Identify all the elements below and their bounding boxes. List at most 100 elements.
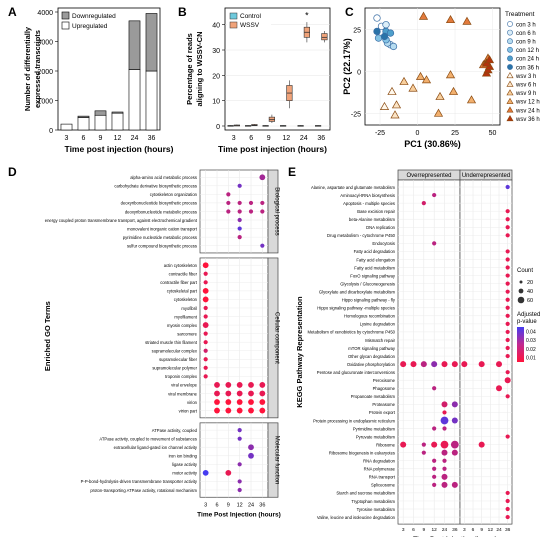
x-tick-label-d: 12	[237, 502, 243, 508]
go-dot	[259, 399, 266, 405]
go-dot	[203, 271, 208, 276]
legend-label-c: con 36 h	[516, 65, 539, 71]
y-tick-label-a: 2000	[37, 69, 53, 76]
kegg-pathway-label: DNA replication	[366, 225, 396, 230]
kegg-dot	[505, 490, 510, 496]
legend-label-c: wsv 36 h	[515, 117, 540, 123]
go-term-label: striated muscle thin filament	[145, 340, 198, 345]
go-term-label: carbohydrate derivative biosynthetic pro…	[114, 184, 197, 189]
go-term-label: viral envelope	[171, 383, 198, 388]
legend-label-c: wsv 9 h	[515, 91, 536, 97]
x-tick-label-b: 3	[232, 135, 236, 142]
x-tick-label-a: 6	[82, 135, 86, 142]
y-tick-label-a: 3000	[37, 40, 53, 47]
go-dot	[259, 174, 266, 181]
scatter-point	[445, 70, 456, 79]
go-dot	[225, 469, 232, 476]
go-dot	[248, 200, 254, 206]
kegg-pathway-label: Ribosome biogenesis in eukaryotes	[329, 450, 395, 455]
y-axis-title-b: Percentage of reads	[185, 33, 194, 105]
go-dot	[202, 296, 209, 303]
go-dot	[237, 436, 242, 441]
scatter-point	[484, 55, 495, 64]
facet-strip-label-d: Cellular component	[274, 312, 280, 364]
go-term-label: iron ion binding	[169, 454, 198, 459]
legend-label-a: Upregulated	[72, 23, 108, 30]
go-term-label: actin cytoskeleton	[164, 263, 198, 268]
scatter-point	[379, 101, 390, 110]
facet-panel-e	[459, 179, 513, 525]
kegg-pathway-label: Hippo signaling pathway - fly	[342, 298, 396, 303]
x-tick-label-c: -25	[375, 130, 385, 137]
y-tick-label-b: 20	[212, 73, 220, 80]
kegg-pathway-label: Pentose and glucuronate interconversions	[317, 370, 395, 375]
legend-size-label: 60	[527, 298, 533, 304]
go-dot	[203, 305, 208, 311]
kegg-dot	[432, 192, 437, 198]
kegg-dot	[400, 361, 407, 368]
go-dot	[237, 217, 242, 223]
go-dot	[237, 487, 242, 493]
kegg-dot	[432, 426, 437, 431]
x-tick-label-c: 25	[451, 130, 459, 137]
pvalue-colorbar	[517, 327, 524, 362]
scatter-point	[435, 91, 445, 100]
panel-label-a: A	[8, 5, 17, 19]
y-tick-label-a: 4000	[37, 10, 53, 17]
legend-swatch-a	[61, 21, 70, 30]
x-axis-title-c: PC1 (30.86%)	[404, 139, 461, 149]
go-term-label: proton-transporting ATPase activity, rot…	[90, 488, 197, 493]
y-tick-label-a: 0	[49, 128, 53, 135]
x-tick-label-a: 3	[65, 135, 69, 142]
x-tick-label-b: 36	[317, 135, 325, 142]
kegg-dot	[504, 377, 511, 384]
kegg-pathway-label: Glycolysis / Gluconeogenesis	[340, 281, 395, 286]
go-dot	[259, 390, 266, 397]
scatter-point	[462, 16, 472, 25]
kegg-dot	[432, 241, 437, 246]
legend-label-a: Downregulated	[72, 13, 116, 20]
kegg-dot	[505, 289, 510, 294]
go-dot	[226, 200, 231, 206]
go-term-label: myofilament	[174, 314, 197, 319]
kegg-pathway-label: Valine, leucine and isoleucine degradati…	[317, 515, 396, 520]
kegg-dot	[505, 345, 510, 351]
kegg-dot	[451, 449, 458, 456]
go-term-label: monovalent inorganic cation transport	[127, 226, 198, 231]
kegg-pathway-label: Pyrimidine metabolism	[353, 426, 396, 431]
kegg-pathway-label: Phagosome	[373, 386, 396, 391]
legend-symbol-c	[507, 55, 513, 62]
kegg-dot	[400, 441, 407, 448]
scatter-point	[390, 110, 400, 119]
go-dot	[236, 390, 243, 397]
legend-symbol-c	[507, 64, 513, 70]
kegg-dot	[505, 273, 510, 278]
facet-strip-d	[267, 257, 279, 419]
kegg-dot	[505, 217, 510, 222]
legend-symbol-c	[507, 38, 513, 45]
kegg-pathway-label: Ribosome	[376, 442, 396, 447]
kegg-dot	[505, 506, 510, 512]
panel-label-b: B	[178, 5, 187, 19]
y-tick-label-c: 0	[357, 70, 361, 77]
legend-label-c: wsv 3 h	[515, 74, 536, 80]
legend-symbol-c	[506, 80, 514, 87]
go-term-label: alpha-amino acid metabolic process	[130, 175, 197, 180]
go-term-label: deoxyribonucleotide metabolic process	[125, 209, 197, 214]
kegg-pathway-label: Mismatch repair	[365, 338, 395, 343]
legend-label-c: wsv 6 h	[515, 83, 536, 89]
kegg-dot	[505, 353, 510, 359]
kegg-dot	[451, 417, 458, 424]
kegg-dot	[505, 209, 510, 214]
x-axis-title-a: Time post injection (hours)	[65, 144, 174, 154]
scatter-point	[380, 32, 389, 41]
colorbar-tick-label: 0.04	[526, 329, 536, 335]
go-dot	[260, 200, 265, 206]
legend-size-label: 40	[527, 289, 533, 295]
facet-strip-d	[267, 422, 279, 498]
x-tick-label-c: 0	[416, 130, 420, 137]
bar	[145, 13, 158, 72]
legend-title-count: Count	[517, 268, 533, 274]
kegg-pathway-label: beta-Alanine metabolism	[349, 217, 396, 222]
kegg-dot	[432, 386, 437, 391]
